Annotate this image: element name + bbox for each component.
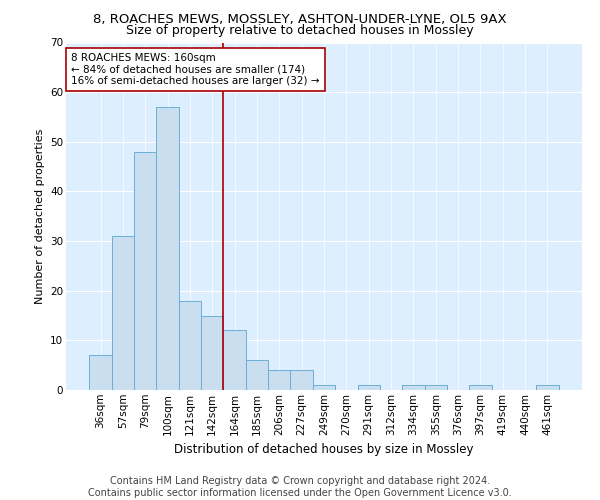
Bar xyxy=(469,385,491,390)
Bar xyxy=(313,385,335,390)
Y-axis label: Number of detached properties: Number of detached properties xyxy=(35,128,44,304)
Bar xyxy=(223,330,246,390)
Bar xyxy=(402,385,425,390)
Bar xyxy=(425,385,447,390)
Bar xyxy=(201,316,223,390)
Bar xyxy=(536,385,559,390)
Text: Contains HM Land Registry data © Crown copyright and database right 2024.
Contai: Contains HM Land Registry data © Crown c… xyxy=(88,476,512,498)
Bar xyxy=(179,300,201,390)
X-axis label: Distribution of detached houses by size in Mossley: Distribution of detached houses by size … xyxy=(174,443,474,456)
Bar xyxy=(358,385,380,390)
Bar xyxy=(157,107,179,390)
Bar xyxy=(89,355,112,390)
Text: 8 ROACHES MEWS: 160sqm
← 84% of detached houses are smaller (174)
16% of semi-de: 8 ROACHES MEWS: 160sqm ← 84% of detached… xyxy=(71,53,320,86)
Bar xyxy=(290,370,313,390)
Bar xyxy=(268,370,290,390)
Text: Size of property relative to detached houses in Mossley: Size of property relative to detached ho… xyxy=(126,24,474,37)
Bar xyxy=(112,236,134,390)
Text: 8, ROACHES MEWS, MOSSLEY, ASHTON-UNDER-LYNE, OL5 9AX: 8, ROACHES MEWS, MOSSLEY, ASHTON-UNDER-L… xyxy=(93,12,507,26)
Bar xyxy=(134,152,157,390)
Bar xyxy=(246,360,268,390)
